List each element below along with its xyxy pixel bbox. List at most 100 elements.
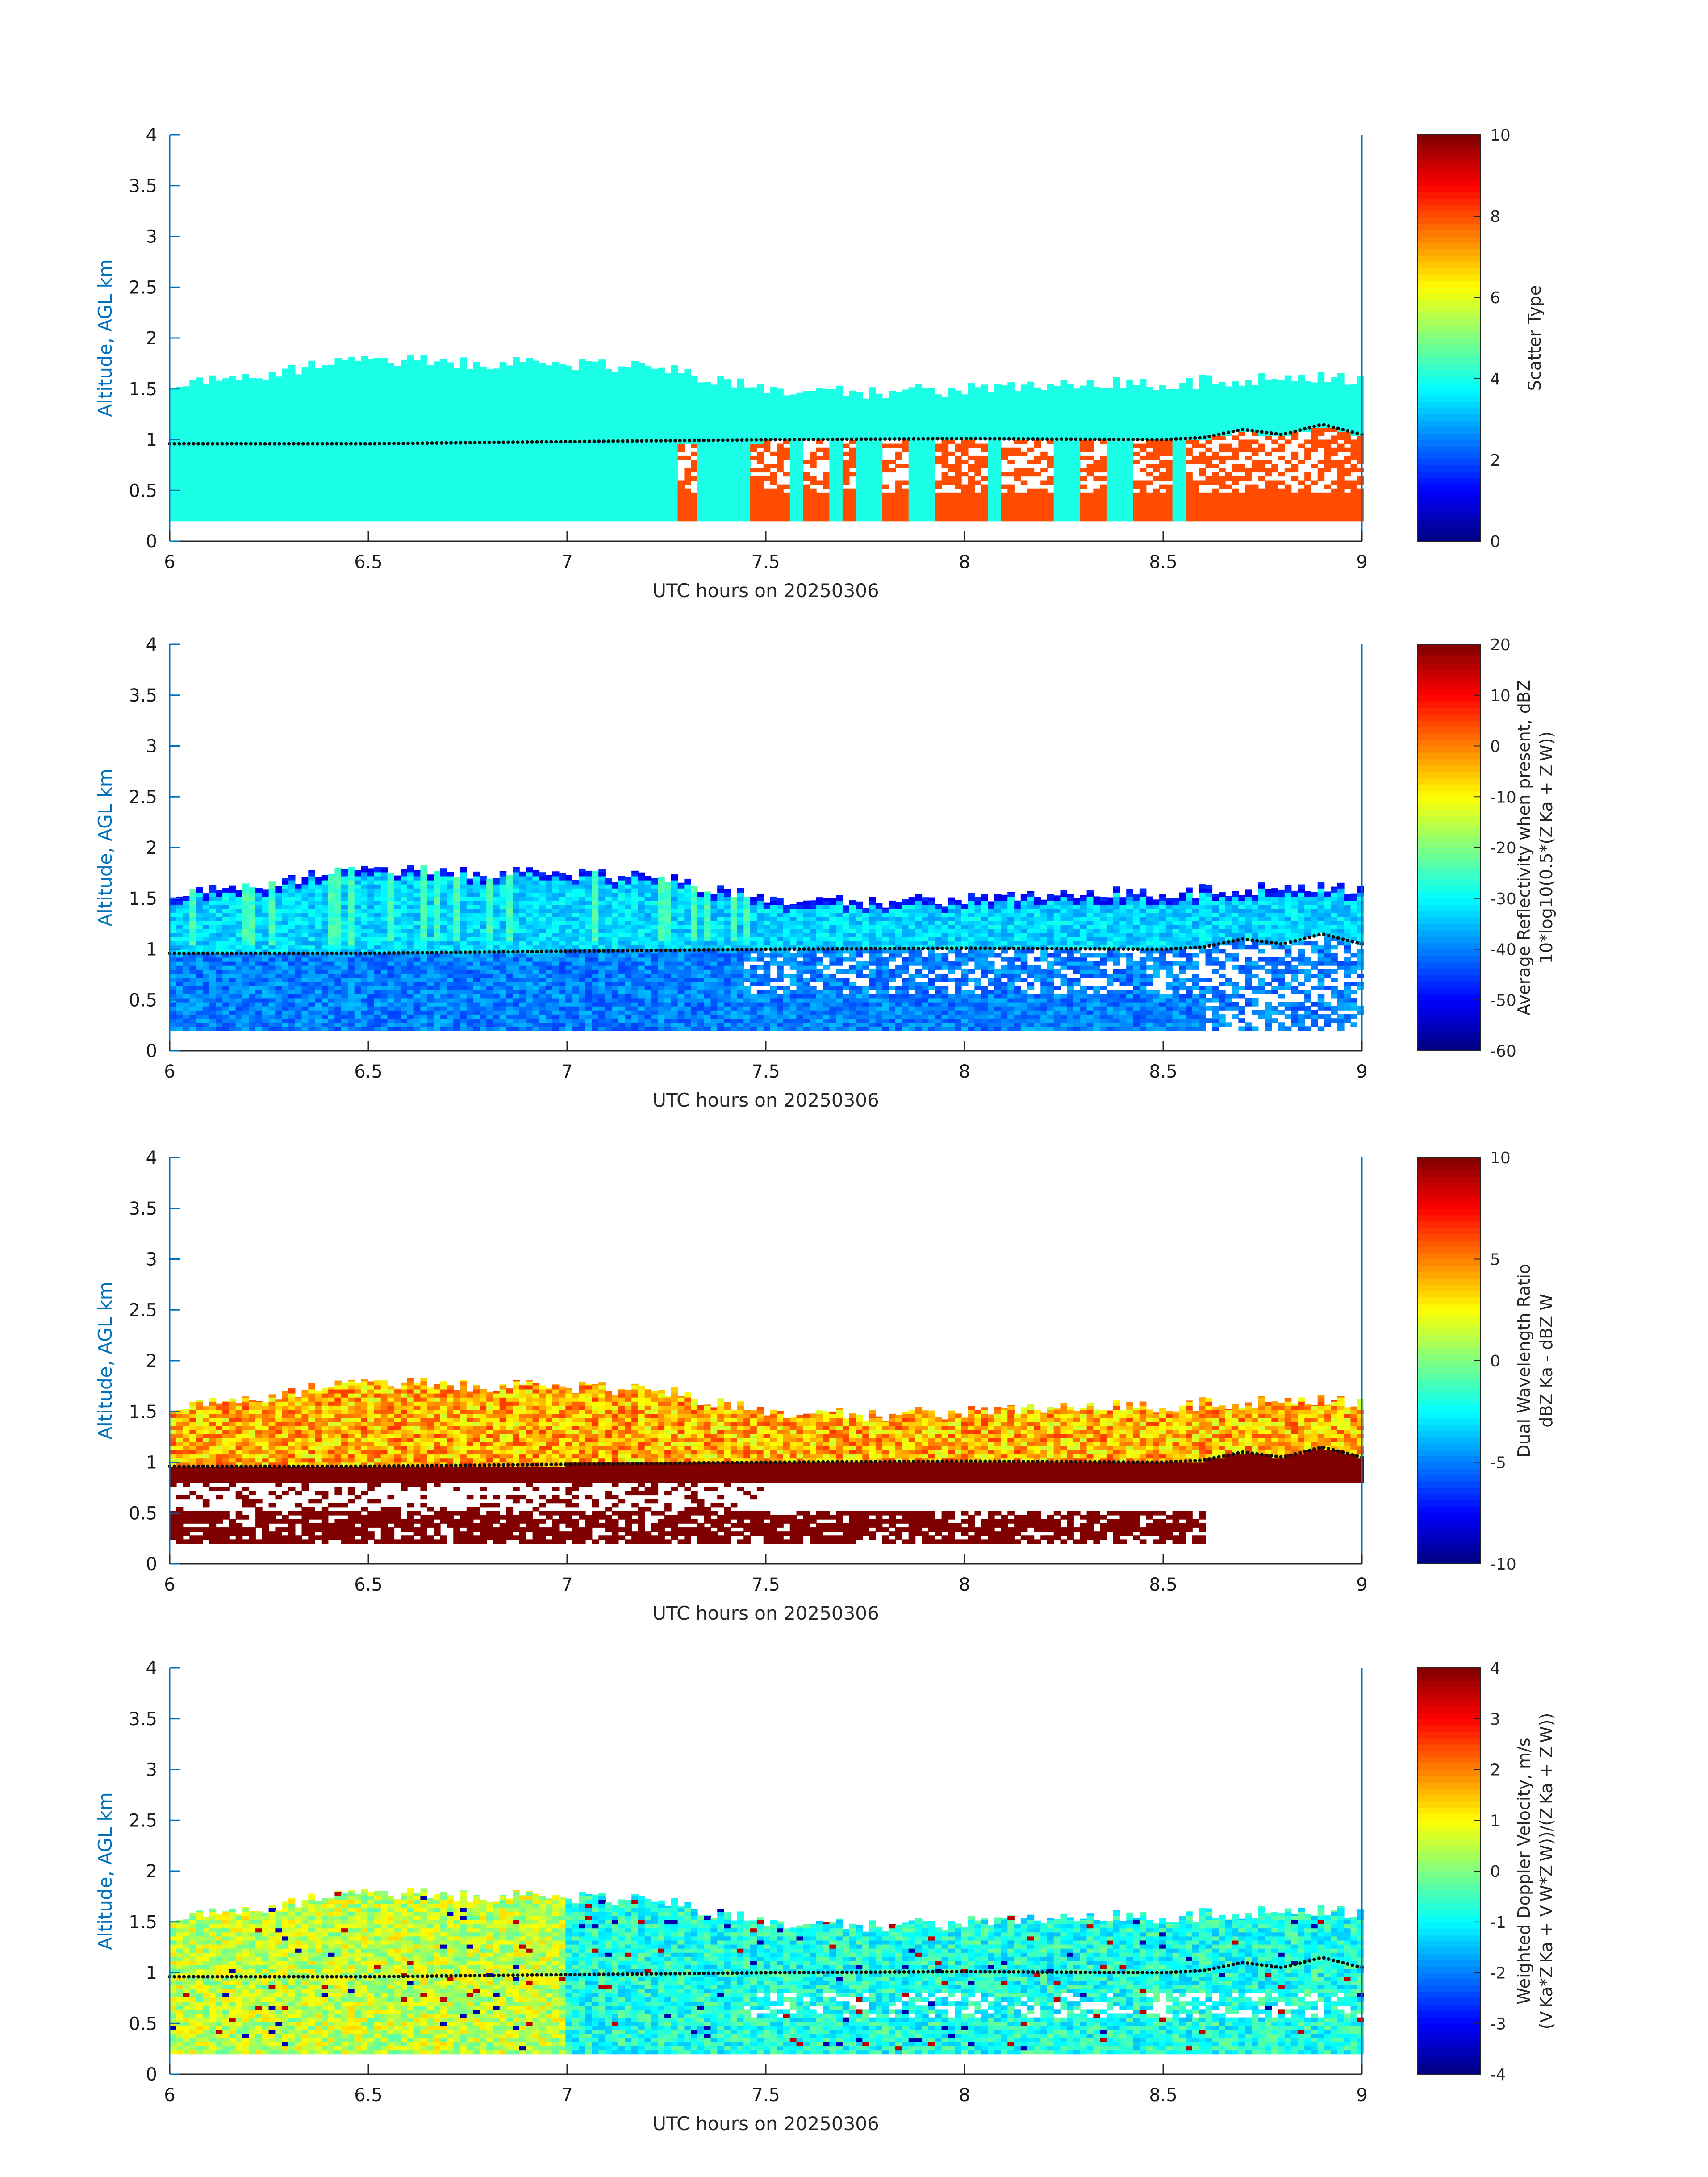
heatmap-cell — [664, 476, 672, 481]
heatmap-cell — [453, 464, 460, 468]
heatmap-cell — [777, 444, 784, 448]
heatmap-cell — [533, 391, 540, 395]
heatmap-cell — [269, 431, 276, 436]
heatmap-cell — [367, 399, 375, 404]
heatmap-cell — [394, 497, 401, 501]
heatmap-cell — [638, 448, 645, 452]
heatmap-cell — [275, 391, 282, 395]
heatmap-cell — [572, 460, 579, 464]
heatmap-cell — [533, 419, 540, 424]
heatmap-cell — [565, 427, 572, 432]
heatmap-cell — [493, 435, 500, 440]
heatmap-cell — [565, 415, 572, 420]
heatmap-cell — [282, 431, 289, 436]
heatmap-cell — [704, 423, 711, 428]
heatmap-cell — [236, 489, 243, 493]
heatmap-cell — [341, 360, 348, 363]
heatmap-cell — [519, 435, 526, 440]
heatmap-cell — [473, 395, 480, 399]
heatmap-cell — [737, 395, 744, 399]
heatmap-cell — [579, 399, 586, 404]
heatmap-cell — [559, 485, 566, 489]
heatmap-cell — [651, 513, 659, 517]
heatmap-cell — [269, 460, 276, 464]
heatmap-cell — [460, 435, 467, 440]
heatmap-cell — [856, 427, 863, 432]
heatmap-cell — [216, 481, 223, 485]
heatmap-cell — [288, 493, 296, 497]
heatmap-cell — [671, 448, 678, 452]
heatmap-cell — [401, 448, 408, 452]
heatmap-cell — [737, 407, 744, 412]
heatmap-cell — [460, 431, 467, 436]
heatmap-cell — [797, 403, 804, 408]
heatmap-cell — [407, 485, 414, 489]
heatmap-cell — [711, 419, 718, 424]
heatmap-cell — [559, 364, 566, 367]
heatmap-cell — [414, 431, 421, 436]
heatmap-cell — [322, 452, 329, 456]
heatmap-cell — [407, 456, 414, 460]
heatmap-cell — [803, 472, 810, 476]
heatmap-cell — [196, 489, 203, 493]
heatmap-cell — [697, 391, 705, 395]
heatmap-cell — [176, 411, 184, 416]
heatmap-cell — [500, 485, 507, 489]
heatmap-cell — [500, 427, 507, 432]
heatmap-cell — [598, 497, 606, 501]
heatmap-cell — [731, 431, 738, 436]
heatmap-cell — [388, 460, 395, 464]
heatmap-cell — [196, 513, 203, 517]
heatmap-cell — [453, 517, 460, 521]
heatmap-cell — [651, 423, 659, 428]
heatmap-cell — [658, 476, 665, 481]
heatmap-cell — [493, 368, 500, 371]
heatmap-cell — [797, 427, 804, 432]
heatmap-cell — [288, 456, 296, 460]
heatmap-cell — [658, 493, 665, 497]
heatmap-cell — [467, 505, 474, 509]
heatmap-cell — [797, 472, 804, 476]
heatmap-cell — [367, 391, 375, 395]
heatmap-cell — [394, 383, 401, 387]
heatmap-cell — [420, 505, 427, 509]
heatmap-cell — [315, 387, 322, 391]
heatmap-cell — [407, 427, 414, 432]
heatmap-cell — [559, 411, 566, 416]
heatmap-cell — [374, 501, 381, 505]
heatmap-cell — [203, 505, 210, 509]
heatmap-cell — [526, 359, 533, 363]
heatmap-cell — [434, 431, 441, 436]
heatmap-cell — [856, 399, 863, 404]
heatmap-cell — [453, 472, 460, 476]
heatmap-cell — [717, 431, 724, 436]
heatmap-cell — [367, 427, 375, 432]
heatmap-cell — [843, 407, 850, 412]
heatmap-cell — [427, 435, 434, 440]
heatmap-cell — [651, 481, 659, 485]
heatmap-cell — [447, 387, 454, 391]
heatmap-cell — [598, 472, 606, 476]
heatmap-cell — [242, 407, 250, 412]
heatmap-cell — [334, 379, 342, 383]
heatmap-cell — [269, 476, 276, 481]
heatmap-cell — [295, 419, 302, 424]
heatmap-cell — [889, 501, 896, 505]
heatmap-cell — [711, 415, 718, 420]
heatmap-cell — [381, 379, 388, 383]
heatmap-cell — [500, 476, 507, 481]
heatmap-cell — [203, 489, 210, 493]
heatmap-cell — [678, 407, 685, 412]
heatmap-cell — [374, 375, 381, 379]
heatmap-cell — [183, 435, 190, 440]
heatmap-cell — [222, 497, 230, 501]
heatmap-cell — [546, 464, 553, 468]
heatmap-cell — [592, 383, 599, 387]
heatmap-cell — [480, 448, 487, 452]
heatmap-cell — [255, 378, 263, 379]
heatmap-cell — [427, 513, 434, 517]
heatmap-cell — [288, 472, 296, 476]
heatmap-cell — [434, 489, 441, 493]
heatmap-cell — [612, 513, 619, 517]
heatmap-cell — [651, 431, 659, 436]
